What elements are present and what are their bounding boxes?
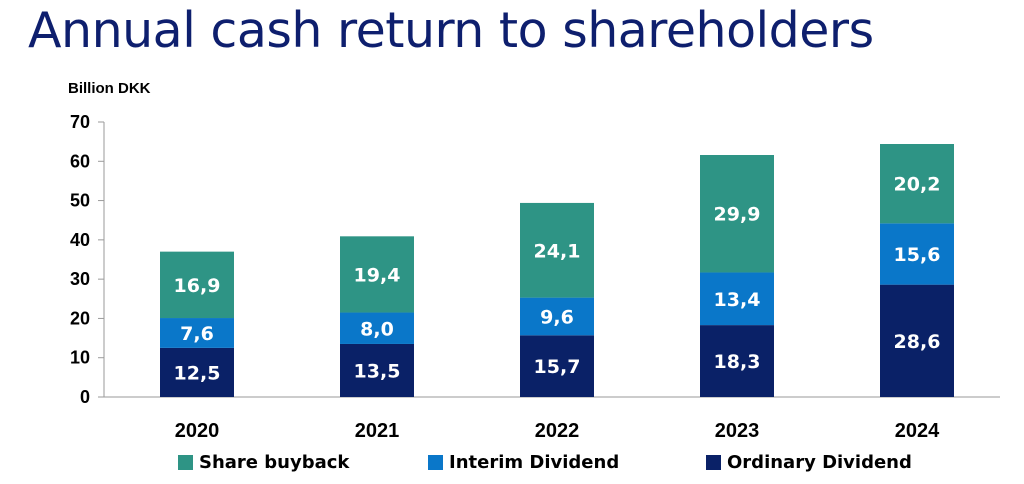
x-tick-label: 2020	[175, 420, 220, 442]
stacked-bar-chart: 0 10 20 30 40 50 60 70 12,5 7,6 16,9 2020 13,5 8,0 19,…	[70, 112, 1000, 442]
legend-item-share-buyback: Share buyback	[178, 452, 349, 473]
y-tick-label: 20	[70, 308, 90, 328]
bar-segment-share-buyback	[880, 144, 954, 224]
legend-swatch-share-buyback	[178, 455, 193, 470]
legend-label-ordinary-dividend: Ordinary Dividend	[727, 452, 912, 473]
bar-segment-interim-dividend	[700, 272, 774, 326]
page-title: Annual cash return to shareholders	[28, 2, 874, 59]
y-tick-label: 30	[70, 269, 90, 289]
data-label: 16,9	[174, 275, 221, 297]
x-tick-label: 2021	[355, 420, 400, 442]
bar-segment-interim-dividend	[520, 297, 594, 336]
bar-segment-ordinary-dividend	[700, 325, 774, 397]
data-label: 7,6	[180, 323, 214, 345]
bar-segment-ordinary-dividend	[880, 284, 954, 397]
bar-segment-interim-dividend	[340, 312, 414, 344]
bar-segment-share-buyback	[520, 202, 594, 298]
data-label: 13,4	[714, 289, 761, 311]
bar-segment-ordinary-dividend	[160, 347, 234, 397]
data-label: 8,0	[360, 318, 394, 340]
data-label: 12,5	[174, 362, 221, 384]
data-label: 19,4	[354, 264, 401, 286]
bar-segment-interim-dividend	[880, 223, 954, 285]
bar-segment-ordinary-dividend	[520, 335, 594, 397]
data-label: 28,6	[894, 331, 941, 353]
y-tick-label: 40	[70, 230, 90, 250]
legend: Share buyback Interim Dividend Ordinary …	[0, 452, 1024, 478]
legend-label-interim-dividend: Interim Dividend	[449, 452, 620, 473]
legend-swatch-ordinary-dividend	[706, 455, 721, 470]
x-tick-label: 2022	[535, 420, 580, 442]
y-tick-label: 60	[70, 151, 90, 171]
bar-segment-share-buyback	[700, 155, 774, 273]
bar-segment-ordinary-dividend	[340, 343, 414, 397]
data-label: 29,9	[714, 204, 761, 226]
data-label: 15,6	[894, 244, 941, 266]
x-tick-label: 2023	[715, 420, 760, 442]
legend-label-share-buyback: Share buyback	[199, 452, 350, 473]
data-label: 20,2	[894, 174, 941, 196]
y-tick-label: 50	[70, 191, 90, 211]
bar-segment-share-buyback	[340, 236, 414, 313]
x-tick-label: 2024	[895, 420, 940, 442]
y-tick-label: 70	[70, 112, 90, 132]
legend-item-interim-dividend: Interim Dividend	[428, 452, 619, 473]
data-label: 15,7	[534, 356, 581, 378]
data-label: 18,3	[714, 351, 761, 373]
bar-segment-interim-dividend	[160, 318, 234, 348]
y-tick-label: 10	[70, 348, 90, 368]
y-tick-label: 0	[80, 387, 90, 407]
data-label: 24,1	[534, 240, 581, 262]
data-label: 9,6	[540, 306, 574, 328]
bar-segment-share-buyback	[160, 251, 234, 319]
data-label: 13,5	[354, 360, 401, 382]
legend-item-ordinary-dividend: Ordinary Dividend	[706, 452, 912, 473]
y-axis-unit-label: Billion DKK	[68, 80, 151, 97]
legend-swatch-interim-dividend	[428, 455, 443, 470]
